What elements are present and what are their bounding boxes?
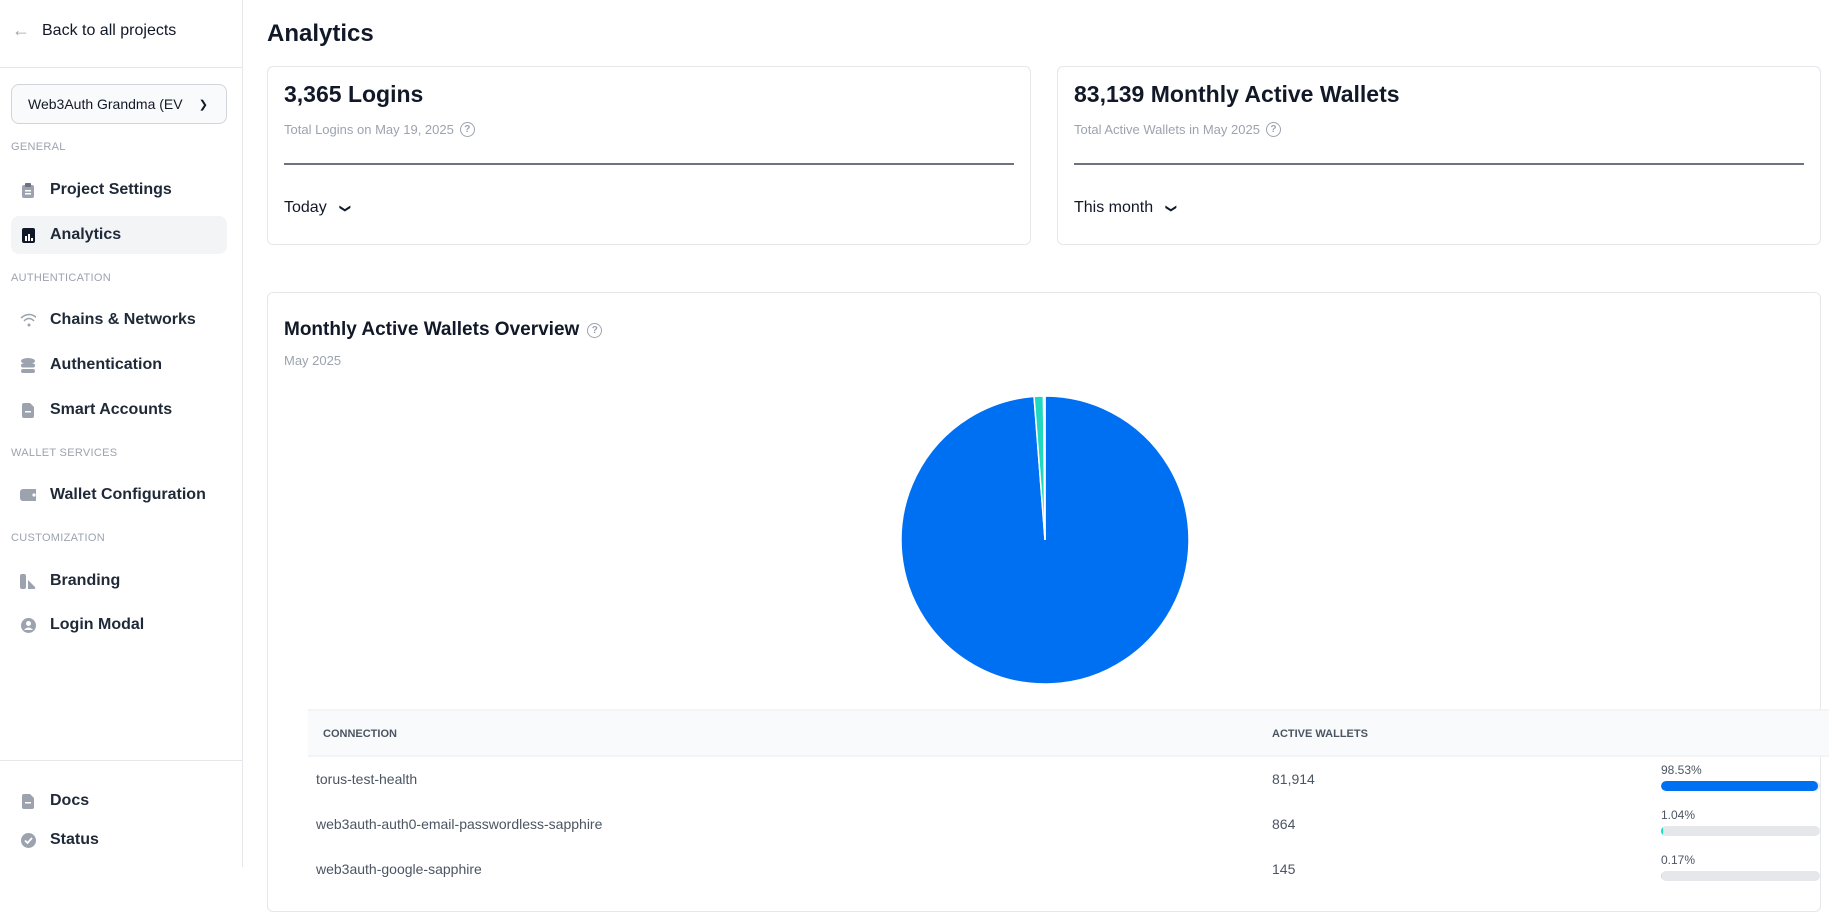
sidebar-item-label: Status	[50, 831, 99, 848]
sidebar-item-chains-networks[interactable]: Chains & Networks	[11, 301, 227, 339]
back-label: Back to all projects	[42, 21, 177, 39]
clipboard-icon	[20, 182, 36, 198]
active-wallets-value: 81,914	[1272, 771, 1315, 787]
connection-name: web3auth-auth0-email-passwordless-sapphi…	[316, 816, 603, 832]
chevron-down-icon: ❯	[198, 98, 208, 111]
sidebar-item-login-modal[interactable]: Login Modal	[11, 606, 227, 644]
check-circle-icon	[20, 832, 36, 848]
chevron-down-icon: ❯	[1165, 203, 1178, 213]
pie-chart	[900, 395, 1190, 685]
sidebar-item-authentication[interactable]: Authentication	[11, 346, 227, 384]
logins-range-dropdown[interactable]: Today ❯	[284, 199, 351, 217]
document-icon	[20, 402, 36, 418]
chevron-down-icon: ❯	[338, 203, 351, 213]
table-row: web3auth-auth0-email-passwordless-sapphi…	[308, 808, 1829, 861]
sidebar-item-label: Login Modal	[50, 616, 145, 633]
document-icon	[20, 793, 36, 809]
connection-name: web3auth-google-sapphire	[316, 861, 482, 877]
sidebar: ← Back to all projects Web3Auth Grandma …	[0, 0, 243, 867]
percent-label: 1.04%	[1661, 808, 1696, 822]
divider	[1074, 163, 1804, 165]
wallets-range-dropdown[interactable]: This month ❯	[1074, 199, 1178, 217]
overview-title: Monthly Active Wallets Overview?	[284, 319, 603, 341]
divider	[0, 760, 242, 761]
column-connection: CONNECTION	[323, 728, 397, 740]
percent-bar	[1661, 781, 1820, 791]
percent-label: 98.53%	[1661, 763, 1702, 777]
subtitle-text: Total Active Wallets in May 2025	[1074, 122, 1260, 137]
sidebar-item-label: Docs	[50, 792, 90, 809]
subtitle-text: Total Logins on May 19, 2025	[284, 122, 454, 137]
section-authentication: AUTHENTICATION	[11, 272, 111, 284]
percent-label: 0.17%	[1661, 853, 1696, 867]
project-name: Web3Auth Grandma (EV	[28, 96, 183, 112]
active-wallets-value: 145	[1272, 861, 1296, 877]
active-wallets-card: 83,139 Monthly Active Wallets Total Acti…	[1057, 66, 1821, 245]
sidebar-item-label: Authentication	[50, 356, 162, 373]
user-circle-icon	[20, 617, 36, 633]
sidebar-item-status[interactable]: Status	[11, 821, 227, 859]
section-customization: CUSTOMIZATION	[11, 532, 105, 544]
divider	[284, 163, 1014, 165]
overview-title-text: Monthly Active Wallets Overview	[284, 319, 580, 340]
range-label: Today	[284, 199, 327, 216]
wifi-icon	[20, 312, 36, 328]
logins-count: 3,365 Logins	[284, 81, 424, 107]
page-title: Analytics	[267, 20, 374, 47]
database-icon	[20, 357, 36, 373]
logins-subtitle: Total Logins on May 19, 2025?	[284, 122, 475, 137]
sidebar-item-analytics[interactable]: Analytics	[11, 216, 227, 254]
help-icon[interactable]: ?	[459, 122, 475, 137]
wallet-icon	[20, 487, 36, 503]
sidebar-item-docs[interactable]: Docs	[11, 782, 227, 820]
table-row: torus-test-health 81,914 98.53%	[308, 763, 1829, 816]
connection-name: torus-test-health	[316, 771, 418, 787]
active-wallets-subtitle: Total Active Wallets in May 2025?	[1074, 122, 1281, 137]
range-label: This month	[1074, 199, 1154, 216]
branding-icon	[20, 573, 36, 589]
pie-slice-web3auth-google-sapphire[interactable]	[1042, 395, 1046, 541]
sidebar-item-smart-accounts[interactable]: Smart Accounts	[11, 391, 227, 429]
project-selector[interactable]: Web3Auth Grandma (EV ❯	[11, 84, 227, 124]
divider	[0, 67, 242, 68]
logins-card: 3,365 Logins Total Logins on May 19, 202…	[267, 66, 1031, 245]
percent-bar	[1661, 871, 1820, 881]
sidebar-item-label: Branding	[50, 572, 121, 589]
overview-card: Monthly Active Wallets Overview? May 202…	[267, 292, 1829, 912]
arrow-left-icon: ←	[12, 20, 30, 40]
sidebar-item-branding[interactable]: Branding	[11, 562, 227, 600]
main-content: Analytics 3,365 Logins Total Logins on M…	[243, 0, 1840, 912]
sidebar-item-label: Analytics	[50, 226, 122, 243]
sidebar-item-wallet-configuration[interactable]: Wallet Configuration	[11, 476, 227, 514]
percent-bar-fill	[1661, 871, 1663, 881]
sidebar-item-label: Wallet Configuration	[50, 486, 206, 503]
help-icon[interactable]: ?	[1265, 122, 1281, 137]
percent-bar-fill	[1661, 781, 1818, 791]
sidebar-item-label: Chains & Networks	[50, 311, 196, 328]
table-row: web3auth-google-sapphire 145 0.17%	[308, 853, 1829, 906]
column-active-wallets: ACTIVE WALLETS	[1272, 728, 1368, 740]
table-header: CONNECTION ACTIVE WALLETS	[308, 709, 1829, 757]
sidebar-item-project-settings[interactable]: Project Settings	[11, 171, 227, 209]
percent-bar-fill	[1661, 826, 1663, 836]
overview-subtitle: May 2025	[284, 353, 342, 368]
back-to-projects-link[interactable]: ← Back to all projects	[12, 20, 176, 41]
chart-icon	[20, 227, 36, 243]
sidebar-item-label: Smart Accounts	[50, 401, 173, 418]
sidebar-item-label: Project Settings	[50, 181, 172, 198]
percent-bar	[1661, 826, 1820, 836]
section-wallet-services: WALLET SERVICES	[11, 447, 118, 459]
active-wallets-value: 864	[1272, 816, 1296, 832]
section-general: GENERAL	[11, 141, 66, 153]
help-icon[interactable]: ?	[587, 322, 603, 338]
active-wallets-count: 83,139 Monthly Active Wallets	[1074, 81, 1400, 107]
